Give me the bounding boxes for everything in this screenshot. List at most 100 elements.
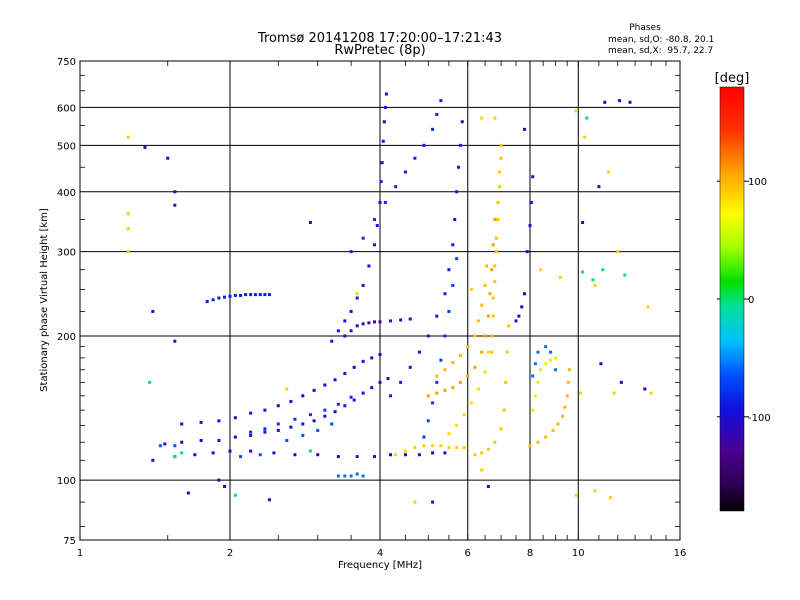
data-point [422,435,426,439]
data-point [466,374,470,378]
data-point [143,145,147,149]
data-point [544,345,548,349]
data-point [480,468,484,472]
data-point [431,451,435,455]
data-point [565,394,569,398]
y-tick-label: 100 [57,476,76,487]
data-point [483,334,487,338]
data-point [551,428,555,432]
data-point [490,334,494,338]
data-point [435,380,439,384]
data-point [618,99,622,103]
data-point [285,387,289,391]
y-tick-label: 500 [57,141,76,152]
data-point [126,227,130,231]
x-tick-labels: 1 2 4 6 8 10 16 [77,548,687,559]
data-point [361,236,365,240]
data-point [531,175,535,179]
x-tick-label: 6 [465,548,471,559]
data-point [173,444,177,448]
colorbar-tick-label: 100 [748,177,767,188]
data-point [355,472,359,476]
data-point [544,362,548,366]
data-point [316,428,320,432]
data-point [480,303,484,307]
data-point [628,100,632,104]
data-point [646,305,650,309]
y-tick-label: 400 [57,188,76,199]
data-point [308,221,312,225]
data-point [544,435,548,439]
colorbar-tick-label: 0 [748,295,754,306]
data-point [493,279,497,283]
data-point [380,161,384,165]
data-point [370,356,374,360]
data-point [443,451,447,455]
data-point [361,359,365,363]
data-point [403,449,407,453]
data-point [180,422,184,426]
data-point [549,350,553,354]
data-point [435,314,439,318]
data-point [533,362,537,366]
data-point [180,440,184,444]
x-tick-label: 10 [572,548,585,559]
data-point [491,243,495,247]
data-point [491,296,495,300]
data-point [249,449,253,453]
data-point [408,317,412,321]
data-point [649,391,653,395]
data-point [528,444,532,448]
data-point [267,498,271,502]
data-point [373,320,377,324]
data-point [462,445,466,449]
data-point [173,203,177,207]
data-point [233,416,237,420]
data-point [643,387,647,391]
data-point [435,374,439,378]
data-point [289,425,293,429]
data-point [361,283,365,287]
data-point [239,293,243,297]
data-point [520,305,524,309]
data-point [490,350,494,354]
data-point [379,180,383,184]
data-point [612,391,616,395]
y-tick-label: 600 [57,103,76,114]
data-point [233,435,237,439]
colorbar-ticks: 100 0 -100 [717,177,771,424]
data-point [486,350,490,354]
data-point [263,293,267,297]
data-point [211,298,215,302]
data-point [389,319,393,323]
data-point [439,444,443,448]
data-point [148,380,152,384]
data-point [394,185,398,189]
data-point [601,268,605,272]
x-tick-label: 1 [77,548,83,559]
data-point [531,408,535,412]
data-point [239,455,243,459]
data-point [289,399,293,403]
data-point [574,493,578,497]
data-point [504,380,508,384]
data-point [378,200,382,204]
x-tick-label: 16 [674,548,687,559]
data-point [233,493,237,497]
data-point [607,170,611,174]
data-point [293,453,297,457]
data-point [476,387,480,391]
data-point [439,99,443,103]
y-axis-label: Stationary phase Virtual Height [km] [39,208,50,392]
data-point [457,165,461,169]
y-tick-labels: 75 100 200 300 400 500 600 750 [57,57,76,547]
data-point [458,143,462,147]
data-point [498,185,502,189]
data-point [435,112,439,116]
colorbar [719,86,745,512]
data-point [336,329,340,333]
data-point [413,445,417,449]
data-point [301,433,305,437]
data-point [422,143,426,147]
